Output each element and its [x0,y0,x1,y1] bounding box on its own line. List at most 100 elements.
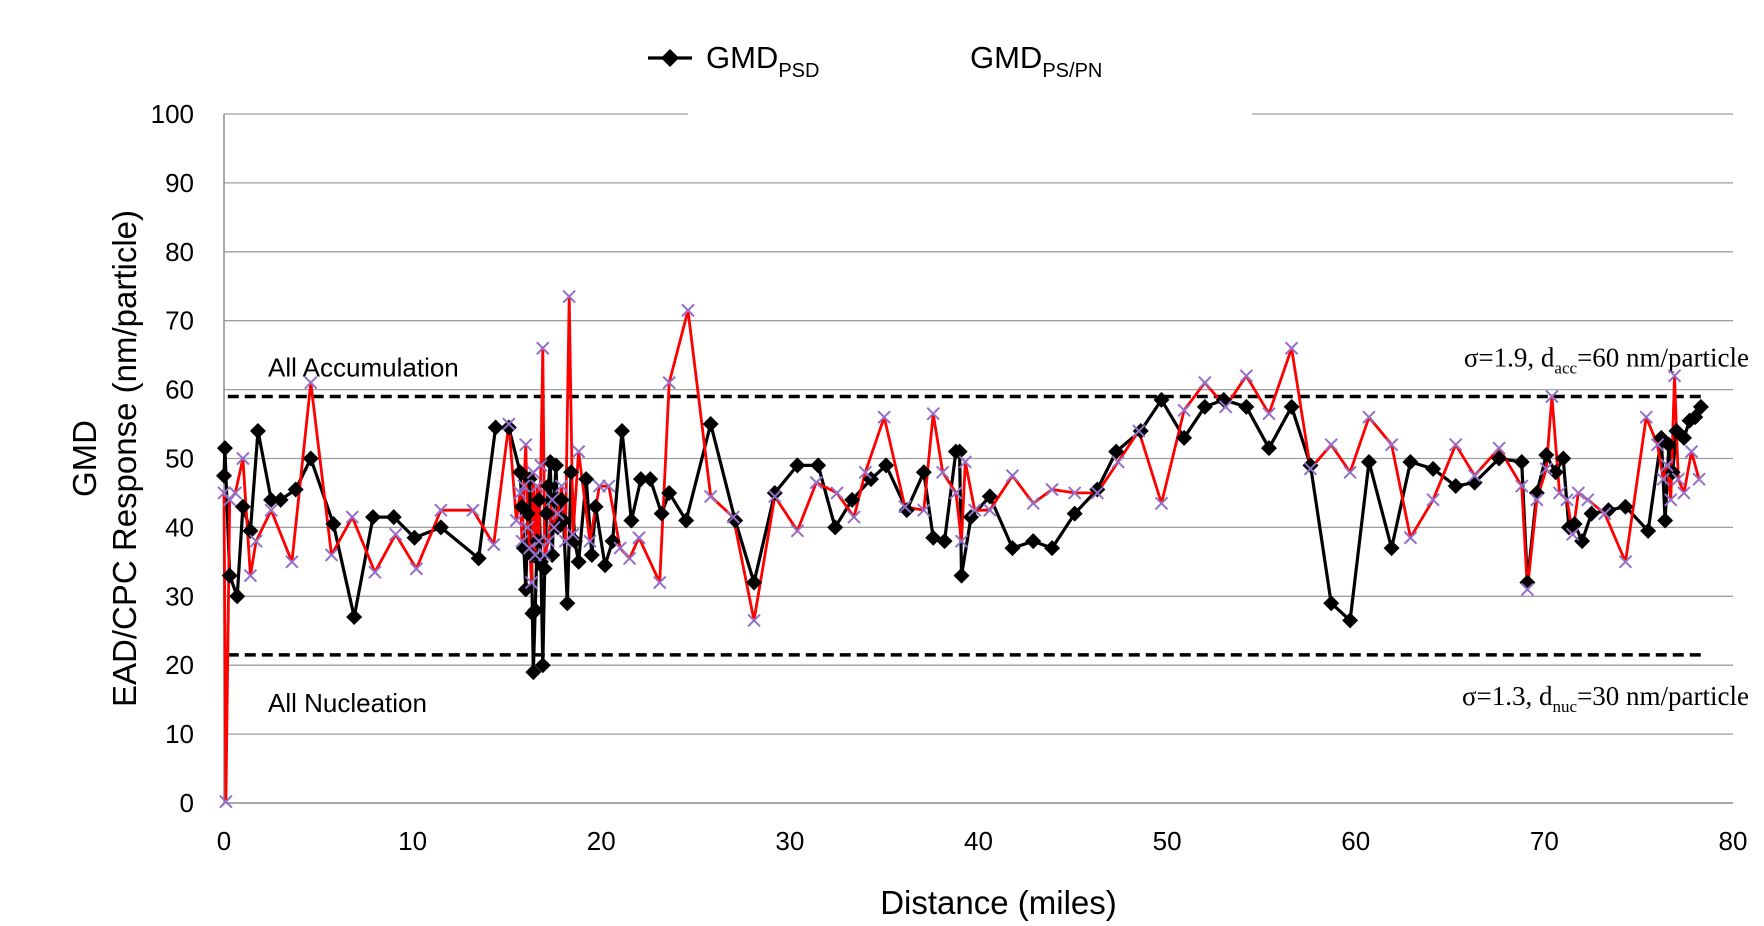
data-point [1132,422,1149,439]
data-point [562,289,576,304]
data-point [520,520,535,535]
data-point [622,551,637,566]
data-point [563,464,580,481]
data-point [810,457,827,474]
data-point [981,488,998,505]
data-point [949,486,963,500]
data-point [1324,438,1338,452]
data-point [1520,582,1535,597]
data-point [1303,462,1318,476]
x-tick-label: 10 [398,826,427,856]
x-tick-label: 30 [775,826,804,856]
data-point [324,548,339,562]
data-point [234,498,251,515]
y-tick-label: 60 [165,375,194,405]
data-point [304,376,318,390]
data-point [554,479,569,493]
axes: 0 10 20 30 40 50 60 70 80 90 100 0 10 20 30 40 50 60 70 80 [151,99,1748,856]
data-point [1132,424,1146,438]
reference-label-1: All Nucleation [268,688,427,718]
data-point [365,509,382,526]
data-point [1639,410,1653,424]
legend: GMDPSD GMDPS/PN [648,40,1102,82]
data-point [1667,369,1682,383]
reference-note-prefix: σ=1.3, d [1462,681,1553,711]
data-point [1492,441,1506,455]
data-point [936,533,953,550]
data-point [1618,555,1633,569]
data-point [500,419,517,436]
data-point [517,479,531,493]
data-point [1238,398,1255,415]
data-point [592,479,607,493]
data-point [898,500,912,514]
data-point [827,519,844,536]
data-point [1384,438,1399,452]
reference-note-sub: acc [1554,358,1577,377]
data-point [216,440,233,457]
y-tick-label: 50 [165,444,194,474]
data-point [536,341,550,355]
legend-label-sub: PSD [778,60,819,82]
data-point [1198,376,1212,390]
data-point [1403,531,1418,545]
data-point [1262,407,1276,421]
data-point [1660,436,1677,453]
data-point [1196,398,1213,415]
data-point [1449,438,1463,452]
data-point [571,444,586,459]
data-point [466,503,480,517]
data-point [954,534,969,548]
data-point [1675,429,1692,446]
data-point [1154,496,1169,510]
data-point [1583,505,1600,522]
data-point [540,478,557,495]
data-point [1425,460,1442,477]
data-point [525,664,542,681]
data-point [1426,493,1440,507]
data-point [727,512,744,529]
y-tick-label: 10 [165,719,194,749]
data-point [1545,389,1559,404]
data-point [1684,444,1699,459]
data-point [768,489,782,504]
data-point [587,498,604,515]
y-tick-label: 80 [165,237,194,267]
data-point [1657,512,1674,529]
data-point [1343,465,1357,479]
reference-note-0: σ=1.9, dacc=60 nm/particle [1464,342,1749,377]
data-point [602,479,616,493]
data-point [1153,391,1170,408]
data-point [877,410,891,424]
data-point [547,520,561,535]
data-point [242,522,259,539]
data-point [566,527,580,541]
data-point [1447,478,1464,495]
data-point [1176,429,1193,446]
data-point [531,491,548,508]
data-point [1560,493,1574,507]
data-point [983,503,997,517]
data-point [249,534,263,548]
data-point [653,575,667,590]
data-point [487,419,504,436]
data-point [642,471,659,488]
data-point [1692,398,1709,415]
data-point [409,562,424,576]
data-point [536,560,553,577]
data-point [1045,482,1059,497]
data-point [1302,457,1319,474]
data-point [844,491,861,508]
data-point [681,303,695,318]
data-point [915,464,932,481]
data-point [1467,469,1482,483]
data-point [1692,472,1706,486]
data-point [661,484,678,501]
data-point [385,509,402,526]
data-point [953,567,970,584]
x-tick-label: 60 [1341,826,1370,856]
y-tick-label: 40 [165,512,194,542]
data-point [1402,453,1419,470]
y-tick-label: 70 [165,306,194,336]
data-point [512,464,529,481]
